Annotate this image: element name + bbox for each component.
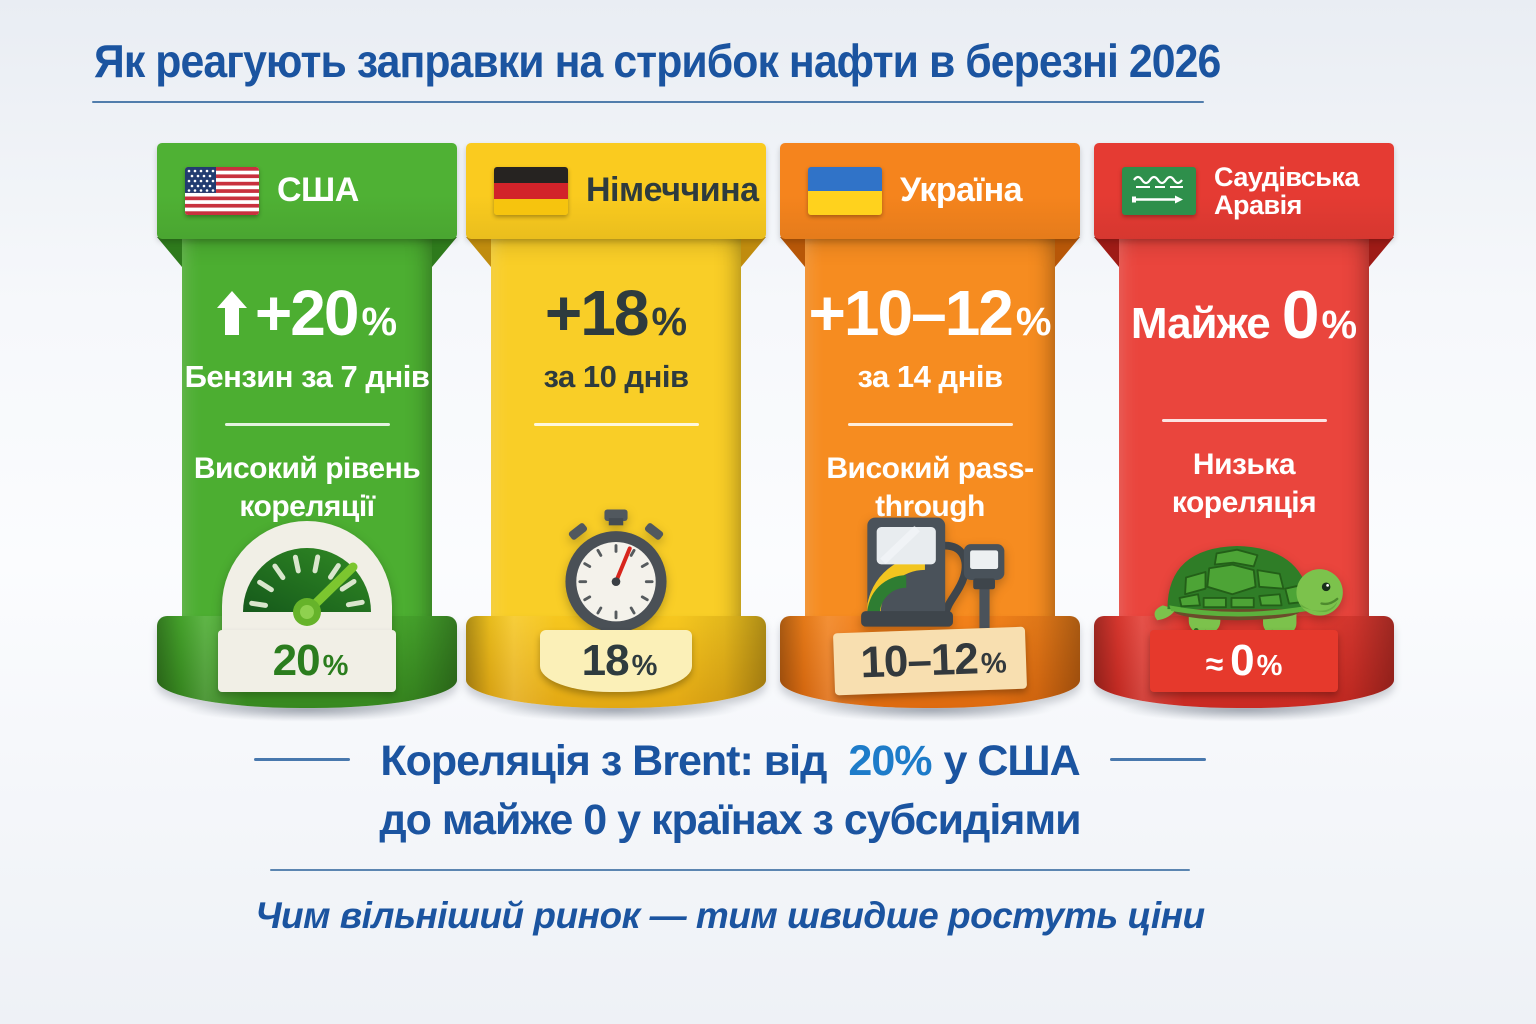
right-dash	[1109, 758, 1206, 762]
price-change-value: +20	[254, 277, 360, 349]
percent-sign: %	[361, 300, 398, 344]
country-name: США	[277, 171, 359, 210]
correlation-note: Високий рівень кореляції	[193, 452, 421, 524]
percent-sign: %	[1015, 300, 1052, 344]
footer-takeaway: Чим вільніший ринок — тим швидше ростуть…	[255, 895, 1205, 936]
pass-through-badge: 10–12%	[832, 626, 1028, 696]
country-card-saudi-arabia: Саудівська Аравія Майже 0 % Низька корел…	[1074, 143, 1414, 726]
sign-fold-right	[1369, 237, 1394, 267]
sign-fold-right	[741, 237, 766, 267]
sign-fold-left	[466, 237, 491, 267]
speedometer-icon	[218, 514, 396, 630]
price-change-headline: +18 %	[545, 281, 687, 345]
left-dash	[254, 758, 351, 762]
sign-fold-right	[1055, 237, 1080, 267]
correlation-summary: Кореляція з Brent: від 20% у США до майже …	[0, 737, 1460, 871]
divider-line	[847, 423, 1013, 426]
country-sign: США	[157, 143, 457, 239]
page-title: Як реагують заправки на стрибок нафти в …	[94, 35, 1221, 87]
country-card-germany: Німеччина +18 % за 10 днів	[446, 143, 786, 726]
country-sign: Саудівська Аравія	[1094, 143, 1394, 239]
sign-fold-left	[1094, 237, 1119, 267]
turtle-icon	[1144, 520, 1344, 636]
up-arrow-icon	[216, 291, 247, 339]
price-change-value: 0	[1281, 277, 1320, 353]
price-change-value: +10–12	[808, 277, 1014, 349]
correlation-badge: 20%	[218, 630, 396, 692]
correlation-badge: 18%	[540, 630, 692, 692]
country-card-usa: США +20 % Бензин за 7 днів Високий рівен…	[137, 143, 477, 726]
country-name: Україна	[900, 171, 1023, 210]
correlation-underline	[270, 869, 1190, 871]
divider-line	[1161, 419, 1327, 422]
correlation-line-2: до майже 0 у країнах з субсидіями	[379, 796, 1081, 844]
percent-sign: %	[651, 300, 688, 344]
price-change-headline: +10–12 %	[809, 281, 1052, 345]
price-change-value: +18	[544, 277, 650, 349]
period-label: за 14 днів	[857, 359, 1003, 394]
divider-line	[533, 423, 699, 426]
sign-fold-left	[157, 237, 182, 267]
card-body: +18 % за 10 днів	[491, 233, 741, 652]
divider-line	[224, 423, 390, 426]
ukraine-flag-icon	[808, 167, 882, 215]
sign-fold-right	[432, 237, 457, 267]
correlation-line-1: Кореляція з Brent: від 20% у США	[0, 737, 1460, 786]
country-card-ukraine: Україна +10–12 % за 14 днів Високий pass…	[760, 143, 1100, 726]
fuel-pump-icon	[850, 513, 1010, 636]
correlation-badge: ≈0%	[1150, 630, 1338, 692]
period-label: за 10 днів	[543, 359, 689, 394]
usa-flag-icon	[185, 167, 259, 215]
almost-label: Майже	[1130, 299, 1271, 348]
correlation-note: Низька кореляція	[1171, 448, 1317, 520]
country-sign: Німеччина	[466, 143, 766, 239]
country-name: Німеччина	[586, 171, 759, 210]
country-name: Саудівська Аравія	[1214, 161, 1359, 220]
correlation-accent-value: 20%	[848, 737, 932, 785]
stopwatch-icon	[558, 508, 674, 638]
saudi-arabia-flag-icon	[1122, 167, 1196, 215]
price-change-headline: Майже 0 %	[1131, 281, 1357, 349]
country-sign: Україна	[780, 143, 1080, 239]
title-underline	[92, 101, 1204, 103]
germany-flag-icon	[494, 167, 568, 215]
percent-sign: %	[1321, 303, 1358, 347]
sign-fold-left	[780, 237, 805, 267]
period-label: Бензин за 7 днів	[184, 359, 430, 394]
price-change-headline: +20 %	[216, 277, 398, 349]
